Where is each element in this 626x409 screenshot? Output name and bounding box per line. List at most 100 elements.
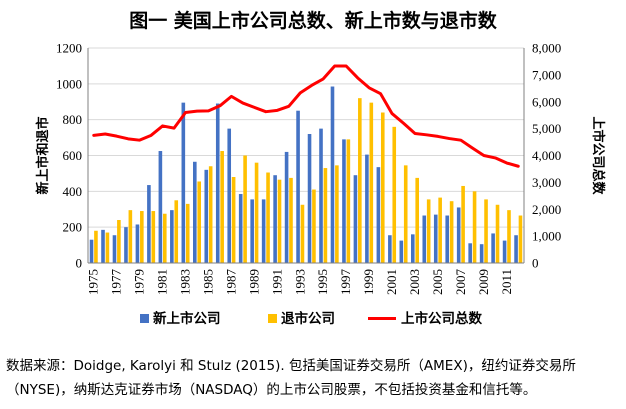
bar-delist-2001 bbox=[392, 126, 397, 263]
bar-delist-2010 bbox=[495, 204, 500, 263]
right-tick-label: 0 bbox=[532, 256, 539, 271]
bar-delist-1978 bbox=[128, 210, 133, 263]
left-tick-label: 0 bbox=[76, 256, 83, 271]
legend-swatch-new-listings bbox=[140, 314, 149, 323]
bar-delist-1987 bbox=[231, 177, 236, 263]
bar-new-1990 bbox=[261, 199, 266, 263]
left-tick-label: 1000 bbox=[56, 76, 82, 91]
x-tick-label: 1977 bbox=[109, 269, 124, 296]
bar-new-2010 bbox=[491, 233, 495, 263]
right-tick-label: 8,000 bbox=[532, 41, 561, 56]
x-tick-label: 2001 bbox=[384, 269, 399, 295]
x-tick-label: 1987 bbox=[223, 269, 238, 296]
left-tick-label: 1200 bbox=[56, 41, 82, 56]
right-tick-label: 1,000 bbox=[532, 229, 561, 244]
bar-delist-1995 bbox=[323, 168, 328, 263]
bar-new-2012 bbox=[514, 235, 518, 263]
legend-label-new-listings: 新上市公司 bbox=[153, 310, 221, 327]
bar-new-2003 bbox=[411, 234, 415, 263]
x-tick-label: 1975 bbox=[86, 269, 101, 295]
bar-delist-1986 bbox=[220, 151, 224, 263]
bar-new-1976 bbox=[101, 229, 105, 263]
bar-delist-2006 bbox=[449, 201, 454, 263]
x-tick-label: 1983 bbox=[178, 269, 193, 295]
x-tick-label: 2005 bbox=[430, 269, 445, 295]
x-tick-label: 2007 bbox=[453, 269, 468, 296]
bar-new-1988 bbox=[238, 194, 243, 263]
bar-new-2005 bbox=[433, 214, 438, 263]
chart: 0 200 400 600 800 1000 1200 0 1,000 2,000 3,000 4,… bbox=[35, 41, 606, 328]
x-tick-label: 1993 bbox=[292, 269, 307, 295]
chart-title: 图一 美国上市公司总数、新上市数与退市数 bbox=[129, 10, 497, 32]
bar-new-2001 bbox=[388, 235, 392, 263]
bar-new-2000 bbox=[376, 167, 381, 263]
bar-delist-1991 bbox=[277, 179, 282, 263]
x-tick-label: 1995 bbox=[315, 269, 330, 295]
right-tick-label: 3,000 bbox=[532, 175, 561, 190]
right-tick-label: 7,000 bbox=[532, 67, 561, 82]
line-total-listed bbox=[92, 64, 520, 168]
left-axis-title: 新上市和退市 bbox=[35, 116, 51, 194]
bar-delist-1979 bbox=[140, 211, 144, 263]
bar-delist-2012 bbox=[518, 215, 523, 263]
x-tick-label: 1979 bbox=[132, 269, 147, 295]
bar-new-2006 bbox=[445, 215, 450, 263]
bar-new-1978 bbox=[124, 227, 128, 263]
bar-delist-1988 bbox=[243, 155, 247, 263]
axes bbox=[87, 48, 525, 264]
right-axis-title: 上市公司总数 bbox=[590, 116, 606, 195]
bar-delist-1976 bbox=[105, 232, 110, 263]
bar-delist-1982 bbox=[174, 200, 179, 263]
bar-delist-1996 bbox=[335, 165, 339, 263]
bar-delist-1993 bbox=[300, 204, 305, 263]
x-tick-label: 1997 bbox=[338, 269, 353, 296]
bar-delist-1990 bbox=[266, 172, 270, 263]
bar-delist-1989 bbox=[254, 162, 259, 263]
bar-delist-1983 bbox=[185, 203, 190, 263]
bar-new-1995 bbox=[319, 128, 323, 263]
bar-new-1982 bbox=[170, 210, 174, 263]
bar-new-2011 bbox=[502, 240, 507, 263]
bar-delist-1994 bbox=[312, 189, 316, 263]
bar-new-1977 bbox=[112, 235, 117, 263]
x-axis-ticks: 1975 1977 1979 1981 1983 1985 1987 1989 1991 1993… bbox=[86, 269, 514, 296]
bar-new-1989 bbox=[250, 199, 254, 263]
bar-new-1983 bbox=[181, 102, 186, 263]
new-listings-bars bbox=[89, 86, 518, 264]
bar-new-1999 bbox=[365, 154, 369, 263]
total-listed-line bbox=[92, 64, 520, 168]
left-axis-ticks: 0 200 400 600 800 1000 1200 bbox=[56, 41, 82, 271]
bar-new-1992 bbox=[284, 151, 289, 263]
bar-new-1997 bbox=[342, 139, 346, 263]
right-tick-label: 2,000 bbox=[532, 202, 561, 217]
left-tick-label: 400 bbox=[63, 184, 83, 199]
legend: 新上市公司 退市公司 上市公司总数 bbox=[140, 310, 482, 327]
x-tick-label: 1985 bbox=[200, 269, 215, 295]
bar-new-1996 bbox=[330, 86, 335, 263]
bar-delist-1975 bbox=[94, 230, 98, 263]
right-tick-label: 4,000 bbox=[532, 148, 561, 163]
bar-delist-1985 bbox=[208, 166, 213, 263]
bar-new-2009 bbox=[479, 244, 484, 263]
bar-new-2004 bbox=[422, 215, 427, 263]
legend-label-total-listed: 上市公司总数 bbox=[401, 310, 482, 327]
left-tick-label: 600 bbox=[63, 148, 83, 163]
bar-new-1987 bbox=[227, 128, 232, 263]
left-tick-label: 200 bbox=[63, 220, 83, 235]
bar-delist-1997 bbox=[346, 139, 351, 263]
bar-delist-1984 bbox=[197, 181, 201, 263]
x-tick-label: 2009 bbox=[476, 269, 491, 295]
right-tick-label: 5,000 bbox=[532, 121, 561, 136]
bar-delist-1999 bbox=[369, 102, 374, 263]
x-tick-label: 1991 bbox=[269, 269, 284, 295]
bar-new-1981 bbox=[158, 151, 163, 263]
bar-delist-2008 bbox=[472, 191, 477, 263]
bar-new-1993 bbox=[296, 110, 300, 263]
bar-delist-1980 bbox=[151, 211, 156, 263]
bar-delist-2007 bbox=[461, 185, 465, 263]
bar-delist-2000 bbox=[380, 112, 385, 263]
bar-new-2008 bbox=[468, 243, 472, 263]
x-tick-label: 2003 bbox=[407, 269, 422, 295]
bar-new-1975 bbox=[89, 239, 94, 263]
bar-delist-2011 bbox=[507, 210, 511, 263]
